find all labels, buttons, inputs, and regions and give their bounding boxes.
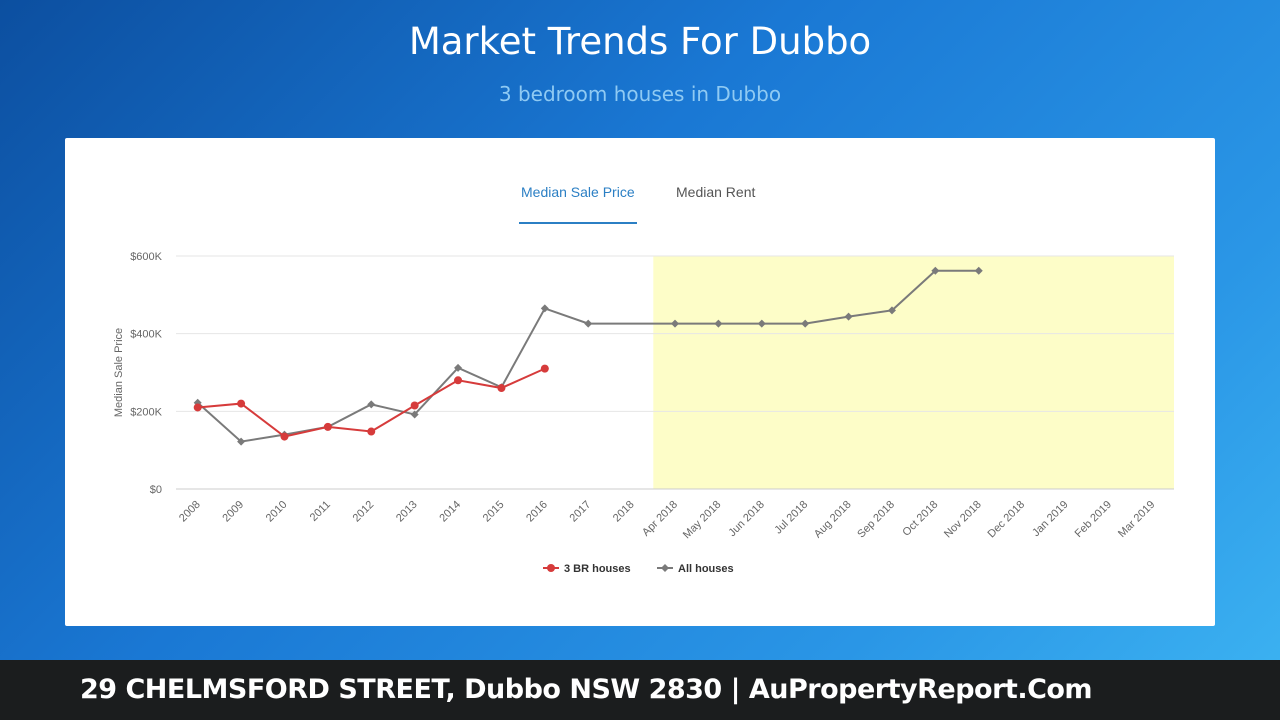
- x-tick-label: Apr 2018: [640, 499, 680, 539]
- data-point: [844, 312, 853, 321]
- data-point: [454, 376, 463, 385]
- data-point: [280, 432, 289, 441]
- y-axis-label: Median Sale Price: [113, 328, 125, 417]
- x-tick-label: Aug 2018: [812, 499, 854, 541]
- legend-label: 3 BR houses: [564, 563, 631, 575]
- y-tick-label: $0: [150, 484, 162, 496]
- data-point: [671, 319, 679, 328]
- highlight-band: [653, 256, 1174, 489]
- data-point: [367, 427, 376, 436]
- footer-address: 29 CHELMSFORD STREET, Dubbo NSW 2830 | A…: [80, 674, 1093, 705]
- x-tick-label: 2008: [177, 499, 203, 525]
- data-point: [757, 319, 766, 328]
- x-tick-label: Jul 2018: [772, 499, 810, 537]
- chart-card: Median Sale Price Median Rent $0 $200K $40…: [65, 138, 1215, 626]
- data-point: [801, 319, 810, 328]
- data-point: [367, 400, 376, 409]
- tab-median-sale-price[interactable]: Median Sale Price: [519, 184, 637, 224]
- data-point: [237, 437, 246, 446]
- legend-marker: [547, 564, 555, 572]
- data-point: [887, 306, 896, 315]
- x-tick-label: Dec 2018: [985, 499, 1027, 541]
- footer-bar: 29 CHELMSFORD STREET, Dubbo NSW 2830 | A…: [0, 660, 1280, 720]
- x-tick-label: 2017: [568, 499, 594, 525]
- data-point: [323, 422, 332, 431]
- page-subtitle: 3 bedroom houses in Dubbo: [498, 82, 782, 106]
- x-tick-label: 2009: [220, 499, 246, 525]
- median-price-chart: $0 $200K $400K $600K Median Sale Price 2008 20…: [113, 251, 1174, 575]
- data-point: [193, 403, 202, 412]
- data-point: [410, 410, 419, 419]
- legend-label: All houses: [678, 563, 734, 575]
- x-tick-label: Oct 2018: [900, 499, 940, 539]
- y-tick-label: $200K: [130, 406, 162, 418]
- data-point: [584, 319, 593, 328]
- x-tick-label: 2012: [351, 499, 377, 525]
- x-tick-label: 2010: [264, 499, 290, 525]
- x-tick-label: Nov 2018: [942, 499, 984, 541]
- data-point: [931, 266, 940, 275]
- data-point: [497, 384, 506, 393]
- x-tick-label: Sep 2018: [855, 499, 897, 541]
- x-tick-label: 2013: [394, 499, 420, 525]
- legend-marker: [661, 564, 669, 572]
- x-tick-label: May 2018: [681, 499, 724, 542]
- x-tick-label: Jan 2019: [1030, 499, 1070, 539]
- x-tick-label: Jun 2018: [726, 499, 766, 539]
- x-tick-label: 2014: [437, 499, 463, 525]
- data-point: [410, 401, 419, 410]
- x-tick-label: 2018: [611, 499, 637, 525]
- data-point: [237, 399, 246, 408]
- y-tick-label: $400K: [130, 329, 162, 341]
- x-tick-label: Mar 2019: [1116, 499, 1157, 540]
- y-tick-label: $600K: [130, 251, 162, 263]
- chart-tabs: Median Sale Price Median Rent: [65, 184, 1215, 224]
- x-tick-label: Feb 2019: [1073, 499, 1114, 540]
- page-title: Market Trends For Dubbo: [408, 20, 872, 63]
- data-point: [714, 319, 723, 328]
- x-tick-label: 2016: [524, 499, 550, 525]
- data-point: [540, 364, 549, 373]
- data-point: [974, 266, 983, 275]
- data-point: [454, 363, 463, 372]
- x-tick-label: 2011: [308, 499, 333, 524]
- data-point: [540, 304, 549, 313]
- tab-median-rent[interactable]: Median Rent: [676, 184, 756, 200]
- x-tick-label: 2015: [481, 499, 507, 525]
